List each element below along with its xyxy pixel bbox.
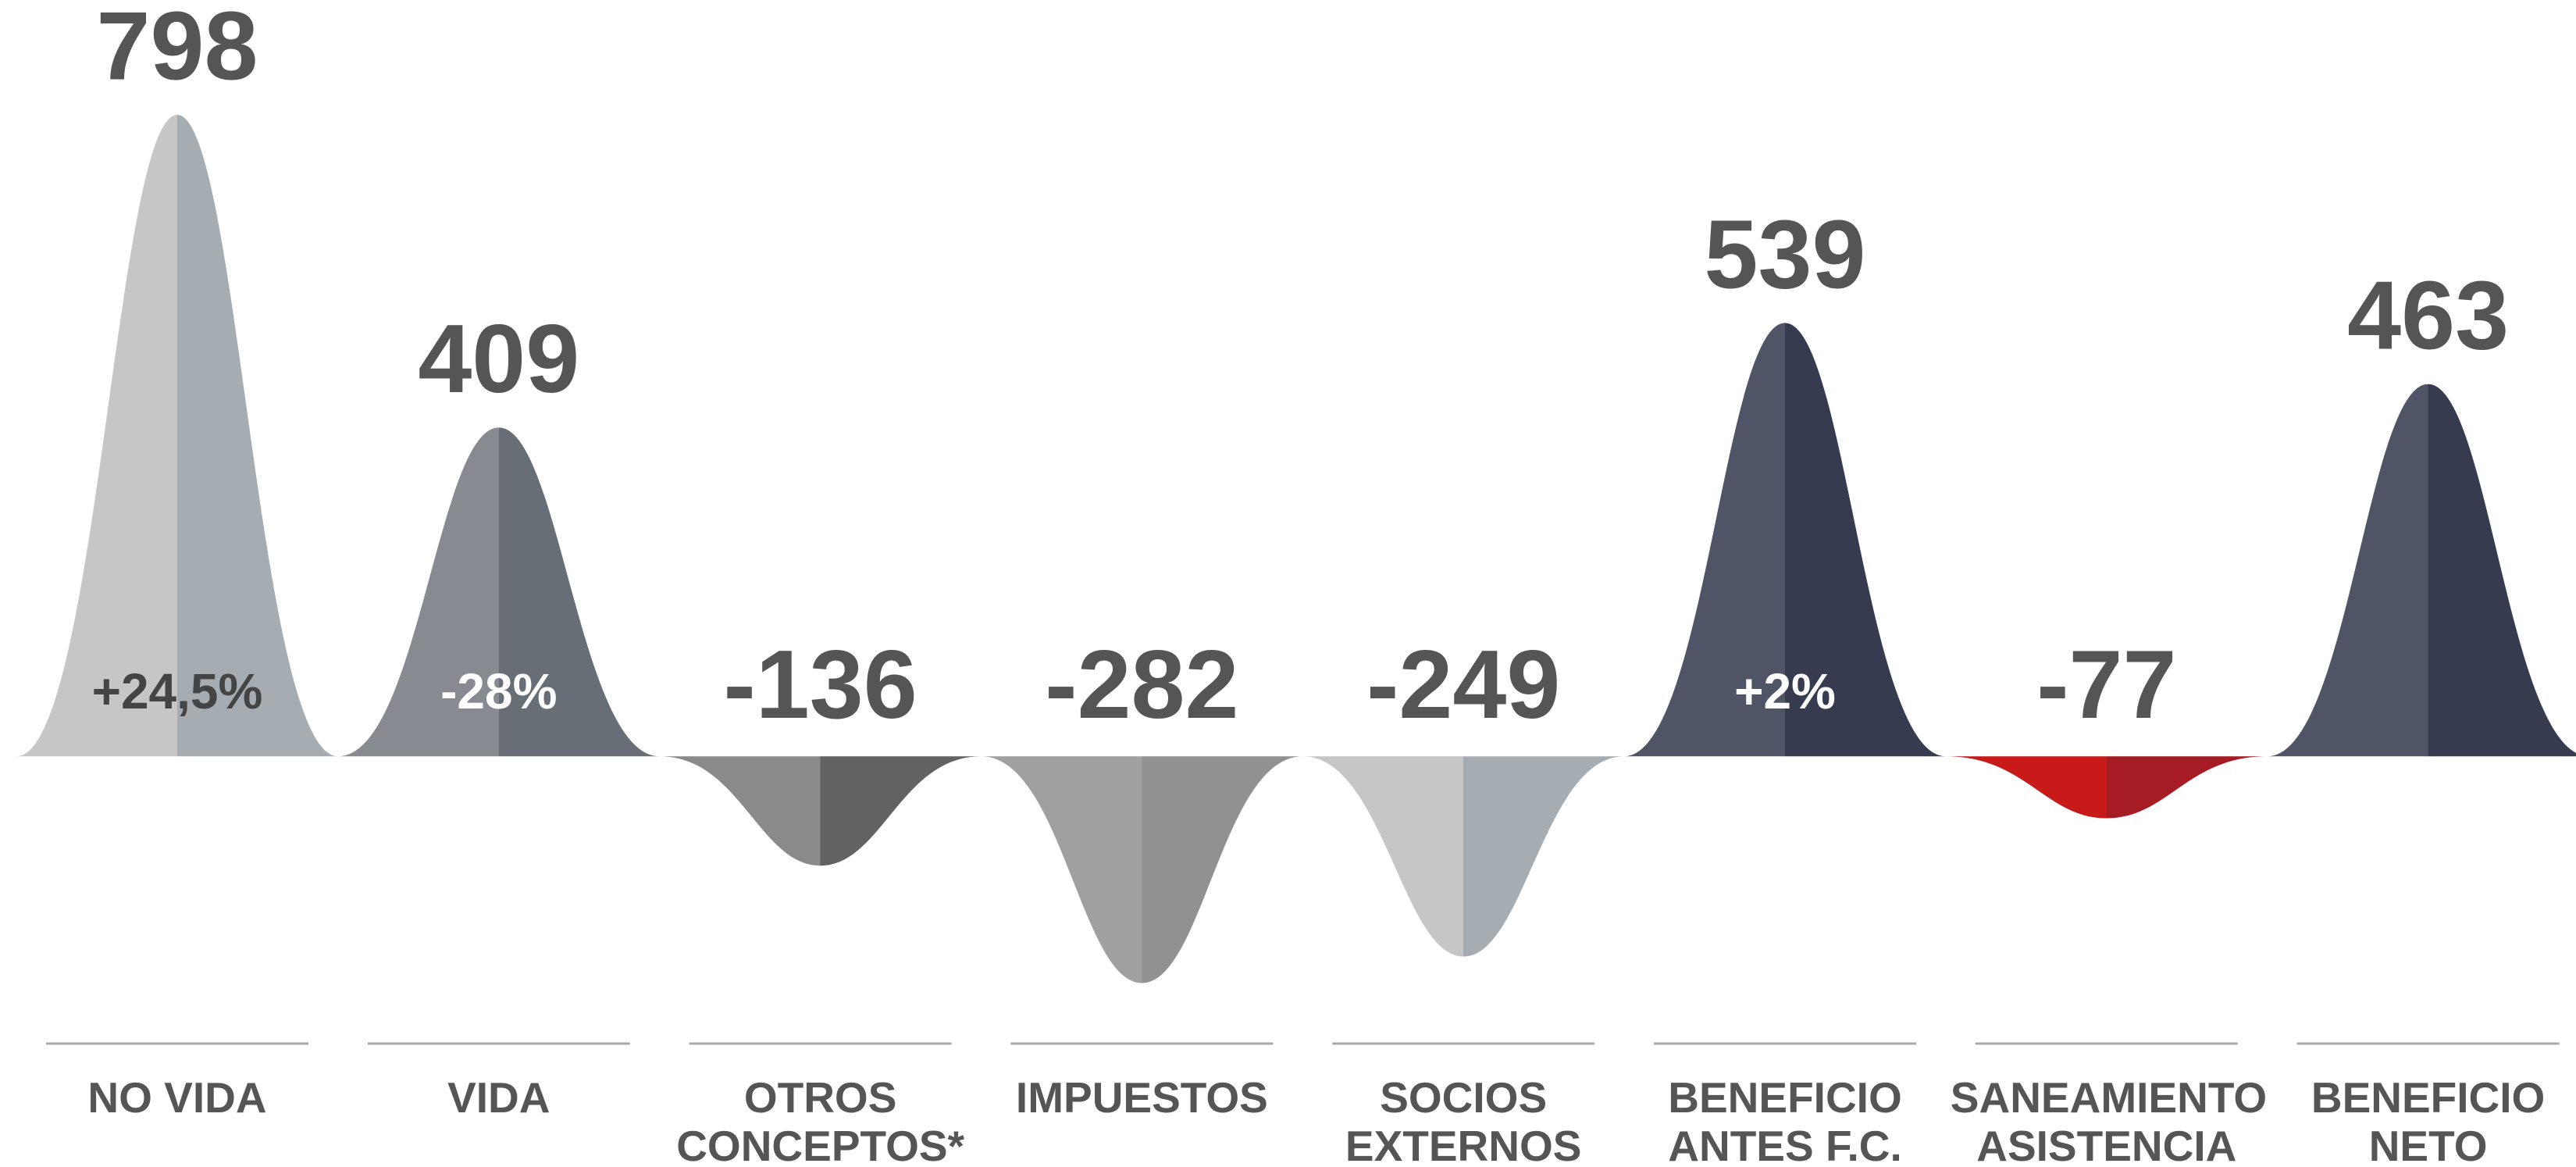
category-label: SOCIOS EXTERNOS	[1345, 1073, 1582, 1167]
bell	[1945, 756, 2268, 819]
category-label: IMPUESTOS	[1015, 1073, 1268, 1122]
category-label: VIDA	[447, 1073, 550, 1122]
category-label: SANEAMIENTO ASISTENCIA	[1950, 1073, 2268, 1167]
annotation: +2%	[1734, 663, 1836, 719]
value-label: 798	[97, 0, 258, 101]
category-label: BENEFICIO ANTES F.C.	[1668, 1073, 1902, 1167]
bell	[1302, 756, 1625, 957]
value-label: -77	[2036, 631, 2176, 739]
bell	[981, 756, 1303, 983]
bell	[2267, 384, 2576, 757]
category-label: BENEFICIO NETO	[2311, 1073, 2546, 1167]
bell	[659, 756, 982, 866]
value-label: 539	[1705, 201, 1866, 309]
annotation: -28%	[440, 663, 557, 719]
value-label: -249	[1366, 631, 1560, 739]
value-label: 463	[2347, 262, 2509, 369]
category-label: OTROS CONCEPTOS*	[676, 1073, 964, 1167]
bell	[337, 427, 660, 757]
value-label: -136	[724, 631, 917, 739]
annotation: +24,5%	[92, 663, 263, 719]
category-label: NO VIDA	[87, 1073, 267, 1122]
bell	[1624, 323, 1946, 757]
value-label: 409	[418, 305, 579, 413]
bell	[16, 114, 338, 757]
value-label: -282	[1045, 631, 1238, 739]
